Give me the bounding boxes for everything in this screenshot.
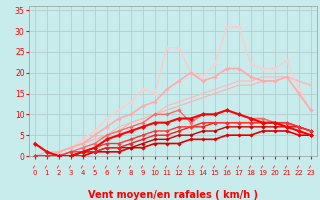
X-axis label: Vent moyen/en rafales ( km/h ): Vent moyen/en rafales ( km/h ) xyxy=(88,190,258,200)
